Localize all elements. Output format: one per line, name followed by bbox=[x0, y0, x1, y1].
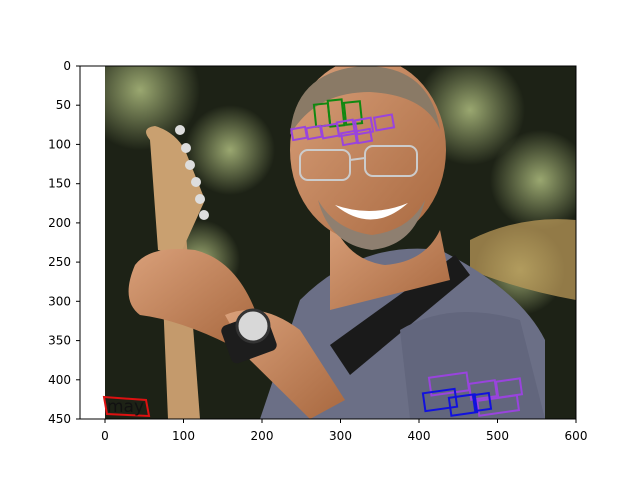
detection-box-purple bbox=[467, 379, 499, 401]
detection-box-purple bbox=[339, 129, 359, 147]
neck bbox=[330, 215, 450, 310]
y-axis: 0 50 100 150 200 250 300 350 400 450 bbox=[48, 59, 80, 426]
y-tick-label: 300 bbox=[48, 294, 71, 308]
detection-box-purple bbox=[353, 116, 375, 136]
y-tick-label: 400 bbox=[48, 373, 71, 387]
background-guitar bbox=[470, 219, 576, 300]
tuning-peg bbox=[185, 160, 195, 170]
detection-box-blue bbox=[447, 393, 479, 417]
x-tick-label: 100 bbox=[172, 429, 195, 443]
tuning-peg bbox=[191, 177, 201, 187]
x-tick-label: 500 bbox=[486, 429, 509, 443]
detection-box-purple bbox=[476, 394, 521, 417]
guitar-strap bbox=[330, 255, 470, 375]
photo bbox=[105, 66, 576, 419]
detection-box-purple bbox=[427, 371, 471, 397]
glasses-right-lens bbox=[364, 145, 418, 177]
detection-box-purple bbox=[372, 113, 396, 132]
tuning-peg bbox=[199, 210, 209, 220]
detection-box-purple bbox=[335, 118, 357, 138]
x-tick-label: 0 bbox=[101, 429, 109, 443]
glasses-bridge bbox=[349, 157, 366, 161]
x-tick-label: 200 bbox=[251, 429, 274, 443]
y-tick-label: 350 bbox=[48, 334, 71, 348]
x-tick-label: 600 bbox=[565, 429, 588, 443]
tuning-peg bbox=[181, 143, 191, 153]
y-tick-label: 450 bbox=[48, 412, 71, 426]
detection-text-red: may bbox=[107, 397, 144, 417]
y-tick-label: 250 bbox=[48, 255, 71, 269]
guitar-headstock bbox=[146, 126, 205, 255]
y-tick-label: 150 bbox=[48, 177, 71, 191]
glasses-left-lens bbox=[299, 149, 351, 181]
beard bbox=[318, 200, 425, 250]
y-tick-label: 0 bbox=[63, 59, 71, 73]
y-tick-label: 50 bbox=[56, 98, 71, 112]
x-tick-label: 400 bbox=[408, 429, 431, 443]
y-tick-label: 200 bbox=[48, 216, 71, 230]
annotation-boxes bbox=[102, 98, 524, 418]
detection-box-red bbox=[102, 395, 151, 418]
y-tick-label: 100 bbox=[48, 137, 71, 151]
axes-frame bbox=[79, 65, 577, 420]
bokeh-light bbox=[490, 130, 576, 230]
tuning-peg bbox=[195, 194, 205, 204]
watch-face bbox=[235, 308, 271, 344]
smile bbox=[335, 203, 408, 220]
x-tick-label: 300 bbox=[329, 429, 352, 443]
detection-box-purple bbox=[354, 127, 374, 145]
hair bbox=[290, 66, 440, 135]
hand bbox=[128, 249, 255, 345]
x-axis: 0 100 200 300 400 500 600 bbox=[101, 419, 587, 443]
tuning-peg bbox=[175, 125, 185, 135]
bokeh-light bbox=[185, 105, 275, 195]
detection-box-blue bbox=[471, 391, 493, 413]
